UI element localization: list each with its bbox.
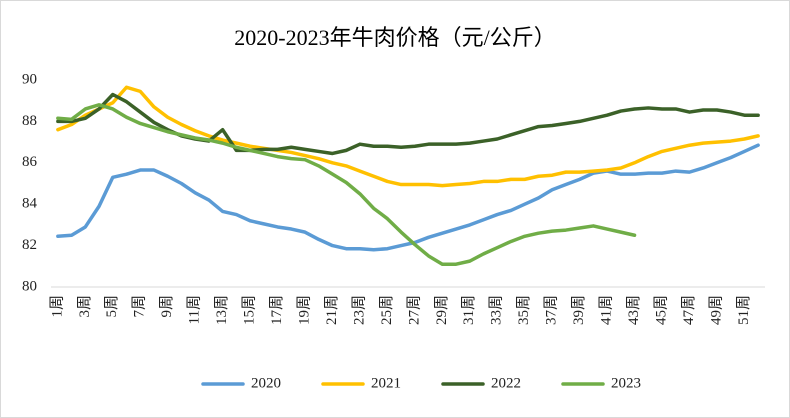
legend-label: 2022 <box>491 375 521 391</box>
x-tick-label: 51周 <box>735 295 752 325</box>
x-tick-label: 7周 <box>131 295 148 318</box>
y-tick-label: 90 <box>22 71 37 87</box>
series-line <box>56 85 760 188</box>
legend-label: 2023 <box>611 375 641 391</box>
y-tick-label: 82 <box>22 237 37 253</box>
y-tick-label: 88 <box>22 113 37 129</box>
x-tick-label: 25周 <box>378 295 395 325</box>
x-tick-label: 3周 <box>76 295 93 318</box>
x-tick-label: 5周 <box>103 295 120 318</box>
x-tick-label: 39周 <box>570 295 587 325</box>
series-line <box>56 103 637 266</box>
x-tick-label: 19周 <box>295 295 312 325</box>
x-tick-label: 43周 <box>625 295 642 325</box>
x-tick-label: 35周 <box>515 295 532 325</box>
x-tick-label: 1周 <box>48 295 65 318</box>
x-tick-label: 11周 <box>186 295 203 324</box>
x-tick-label: 45周 <box>652 295 669 325</box>
x-tick-label: 9周 <box>158 295 175 318</box>
x-tick-label: 49周 <box>707 295 724 325</box>
x-tick-label: 33周 <box>488 295 505 325</box>
legend-label: 2021 <box>371 375 401 391</box>
y-tick-label: 80 <box>22 278 37 294</box>
y-tick-label: 84 <box>22 196 38 212</box>
x-tick-label: 17周 <box>268 295 285 325</box>
x-tick-label: 23周 <box>350 295 367 325</box>
x-tick-label: 13周 <box>213 295 230 325</box>
x-tick-label: 41周 <box>598 295 615 325</box>
x-tick-label: 27周 <box>405 295 422 325</box>
x-tick-label: 31周 <box>460 295 477 325</box>
chart-title: 2020-2023年牛肉价格（元/公斤） <box>234 25 555 50</box>
y-tick-label: 86 <box>22 154 38 170</box>
x-tick-label: 15周 <box>241 295 258 325</box>
x-tick-label: 29周 <box>433 295 450 325</box>
legend-label: 2020 <box>251 375 281 391</box>
x-tick-label: 21周 <box>323 295 340 325</box>
x-tick-label: 47周 <box>680 295 697 325</box>
series-line <box>56 143 760 252</box>
x-tick-label: 37周 <box>543 295 560 325</box>
